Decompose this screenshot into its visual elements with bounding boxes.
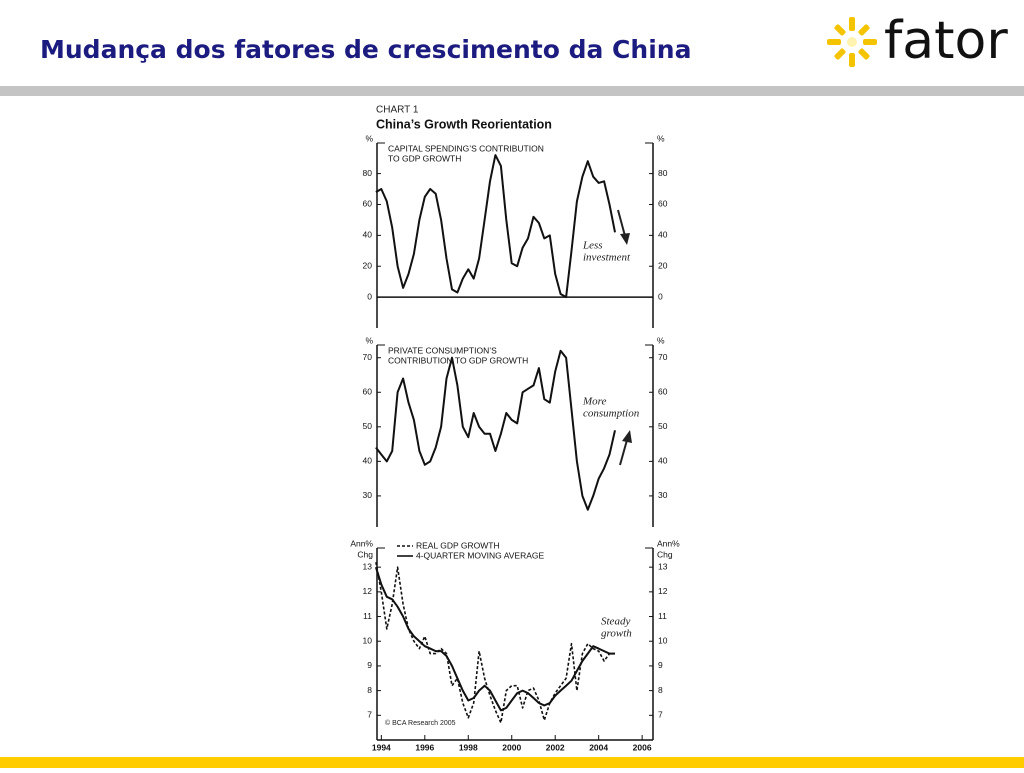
arrow-up [619,430,632,466]
y2-tick-label: 60 [658,199,668,209]
data-line [375,154,616,299]
y2-tick-label: 12 [658,586,668,596]
annotation: Less [582,240,603,252]
y-axis-unit: Chg [357,549,373,559]
x-tick-label: 1994 [372,742,391,752]
y-tick-label: 9 [367,660,372,670]
panel-title: CAPITAL SPENDING’S CONTRIBUTION [388,143,544,153]
figure-label: CHART 1 [376,105,419,116]
y2-tick-label: 7 [658,710,663,720]
annotation: consumption [583,408,640,420]
y-tick-label: 13 [363,561,373,571]
x-tick-label: 2002 [546,742,565,752]
y2-tick-label: 0 [658,291,663,301]
y-tick-label: 10 [363,635,373,645]
x-tick-label: 1996 [415,742,434,752]
y2-tick-label: 80 [658,168,668,178]
y2-tick-label: 70 [658,352,668,362]
panel-title: CONTRIBUTION TO GDP GROWTH [388,355,528,365]
y2-tick-label: 40 [658,456,668,466]
y-axis-unit: Ann% [350,538,373,548]
y-tick-label: 11 [363,611,372,621]
legend-label: REAL GDP GROWTH [416,540,500,550]
panel-title: TO GDP GROWTH [388,153,461,163]
y2-tick-label: 10 [658,635,668,645]
y2-tick-label: 40 [658,230,668,240]
annotation: Steady [601,616,630,628]
y2-axis-unit: % [657,133,665,143]
y2-tick-label: 30 [658,490,668,500]
y-tick-label: 12 [363,586,373,596]
y-tick-label: 60 [363,387,373,397]
source-note: © BCA Research 2005 [385,719,456,727]
slide-title: Mudança dos fatores de crescimento da Ch… [40,35,691,64]
y2-tick-label: 50 [658,421,668,431]
y-tick-label: 8 [367,685,372,695]
y-tick-label: 70 [363,352,373,362]
y2-tick-label: 60 [658,387,668,397]
logo-sun [827,17,877,67]
y-tick-label: 40 [363,456,373,466]
data-line [375,349,616,511]
annotation: investment [583,252,631,264]
x-tick-label: 2004 [589,742,608,752]
divider-bar [0,86,1024,96]
chart-background [362,100,662,756]
legend-label: 4-QUARTER MOVING AVERAGE [416,550,544,560]
y2-axis-unit: Ann% [657,538,680,548]
y2-axis-unit: Chg [657,549,673,559]
y2-tick-label: 9 [658,660,663,670]
arrow-down [617,209,630,245]
y2-tick-label: 8 [658,685,663,695]
y-tick-label: 60 [363,199,373,209]
x-tick-label: 2006 [633,742,652,752]
figure-title: China’s Growth Reorientation [376,117,552,131]
logo-text: fator [884,11,1008,71]
footer-bar [0,757,1024,768]
y2-tick-label: 13 [658,561,668,571]
y-tick-label: 7 [367,710,372,720]
y-tick-label: 30 [363,490,373,500]
y2-tick-label: 20 [658,260,668,270]
y-axis-unit: % [365,335,373,345]
y-tick-label: 20 [363,260,373,270]
data-line [374,566,615,712]
y2-axis-unit: % [657,335,665,345]
annotation: More [582,396,607,408]
y-axis-unit: % [365,133,373,143]
panel-title: PRIVATE CONSUMPTION’S [388,345,497,355]
y-tick-label: 50 [363,421,373,431]
x-tick-label: 1998 [459,742,478,752]
y-tick-label: 0 [367,291,372,301]
y-tick-label: 80 [363,168,373,178]
x-tick-label: 2000 [502,742,521,752]
y2-tick-label: 11 [658,611,667,621]
y-tick-label: 40 [363,230,373,240]
annotation: growth [601,628,632,640]
